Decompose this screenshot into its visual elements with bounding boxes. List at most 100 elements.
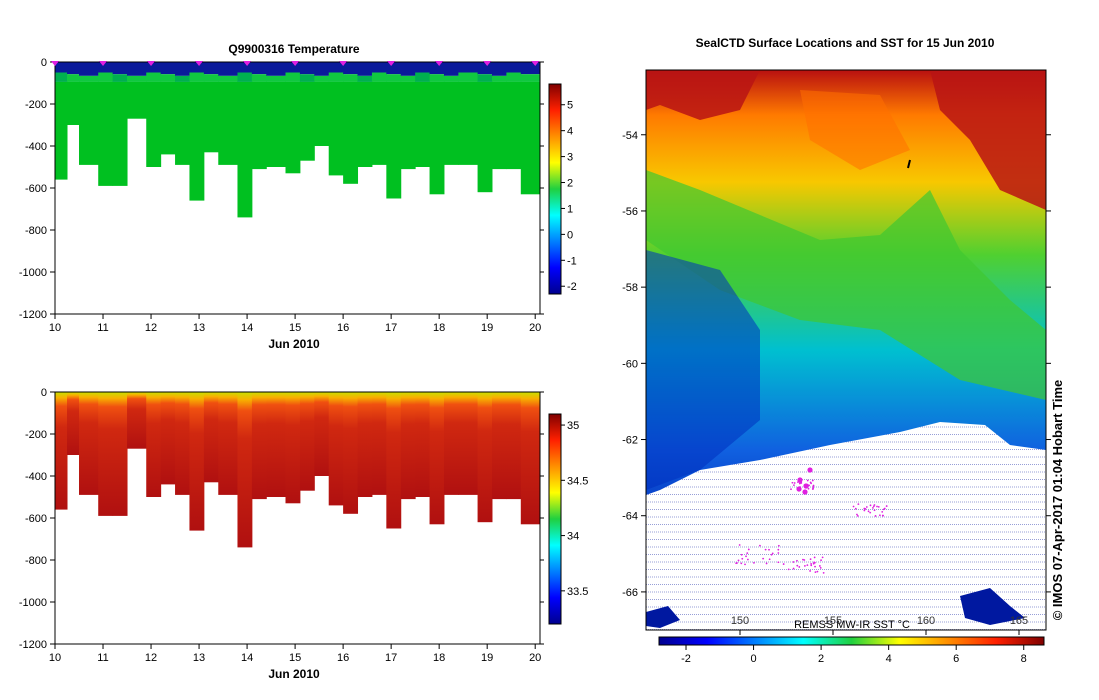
temperature-cell-surface xyxy=(112,62,128,75)
temperature-cell-surface xyxy=(443,62,459,76)
track-point xyxy=(814,565,816,568)
temperature-cell-mixed xyxy=(491,75,507,82)
map-y-tick-label: -64 xyxy=(622,511,638,523)
map-colorbar-tick-label: 2 xyxy=(818,653,824,665)
track-point xyxy=(808,484,811,487)
track-point xyxy=(813,556,816,559)
y-tick-label: -600 xyxy=(25,183,47,195)
map-colorbar-tick-label: -2 xyxy=(681,653,691,665)
temperature-cell-deep xyxy=(357,81,373,167)
salinity-cell xyxy=(79,392,99,495)
map-colorbar-label: REMSS MW-IR SST °C xyxy=(794,619,910,631)
temperature-cell-deep xyxy=(237,81,253,218)
temperature-cell-deep xyxy=(314,81,330,146)
temperature-cell-deep xyxy=(506,81,522,170)
colorbar-tick-label: 4 xyxy=(567,126,573,138)
track-point xyxy=(816,570,819,573)
x-tick-label: 12 xyxy=(145,652,157,664)
temperature-cell-deep xyxy=(146,81,162,167)
colorbar-tick-label: 33.5 xyxy=(567,586,588,598)
temperature-cell-surface xyxy=(357,62,373,76)
temperature-cell-surface xyxy=(520,62,541,75)
track-point xyxy=(810,482,812,485)
temperature-cell-surface xyxy=(386,62,402,75)
salinity-cell xyxy=(520,392,541,525)
salinity-cell xyxy=(477,392,493,523)
track-point xyxy=(869,511,872,514)
track-point xyxy=(882,514,884,517)
salinity-cell xyxy=(458,392,479,495)
salinity-cell xyxy=(386,392,402,529)
track-point xyxy=(790,488,792,491)
track-point xyxy=(802,558,804,561)
coast-fragment xyxy=(960,588,1025,625)
y-tick-label: -800 xyxy=(25,225,47,237)
track-point xyxy=(863,509,866,512)
map-colorbar-tick-label: 0 xyxy=(750,653,756,665)
temperature-cell-surface xyxy=(218,62,238,76)
salinity-cell xyxy=(218,392,238,495)
sst-front xyxy=(646,170,1046,400)
track-point xyxy=(821,556,824,559)
surface-marker xyxy=(99,61,108,66)
salinity-cell xyxy=(266,392,286,497)
track-point xyxy=(777,548,780,551)
temperature-title: Q9900316 Temperature xyxy=(228,42,360,56)
track-point xyxy=(867,510,870,513)
track-point xyxy=(745,555,747,558)
map-lon-tick-label: 165 xyxy=(1010,615,1028,627)
temperature-cell-deep xyxy=(386,81,402,199)
x-tick-label: 20 xyxy=(529,652,541,664)
temperature-cell-surface xyxy=(429,62,445,75)
track-point xyxy=(741,557,744,560)
map-y-tick-label: -54 xyxy=(622,130,638,142)
map-lon-tick-label: 160 xyxy=(917,615,935,627)
map-y-tick-label: -62 xyxy=(622,435,638,447)
sst-warm-patch xyxy=(646,70,760,120)
x-axis-label: Jun 2010 xyxy=(268,337,320,351)
x-tick-label: 15 xyxy=(289,322,301,334)
track-point xyxy=(881,510,884,513)
salinity-cell xyxy=(98,392,114,516)
temperature-cell-mixed xyxy=(266,75,286,82)
x-tick-label: 12 xyxy=(145,322,157,334)
temperature-cell-deep xyxy=(458,81,479,165)
temperature-cell-deep xyxy=(299,81,315,161)
surface-marker xyxy=(435,61,444,66)
temperature-cell-surface xyxy=(458,62,479,73)
track-point xyxy=(812,562,815,565)
colorbar-tick-label: 1 xyxy=(567,203,573,215)
y-tick-label: -200 xyxy=(25,429,47,441)
sst-warm-patch xyxy=(930,70,1046,210)
temperature-cell-deep xyxy=(285,81,301,174)
salinity-cell xyxy=(55,392,68,510)
temperature-cell-mixed xyxy=(299,74,315,82)
temperature-cell-mixed xyxy=(415,72,431,82)
x-tick-label: 13 xyxy=(193,652,205,664)
x-tick-label: 19 xyxy=(481,652,493,664)
x-tick-label: 17 xyxy=(385,652,397,664)
temperature-cell-surface xyxy=(285,62,301,73)
temperature-cell-deep xyxy=(203,81,219,153)
track-point xyxy=(777,544,780,547)
map-lon-tick-label: 155 xyxy=(824,615,842,627)
colorbar-tick-label: 0 xyxy=(567,229,573,241)
temperature-cell-mixed xyxy=(343,74,359,82)
colorbar-tick-label: 2 xyxy=(567,178,573,190)
track-point xyxy=(768,548,770,551)
surface-marker xyxy=(339,61,348,66)
temperature-cell-mixed xyxy=(400,75,416,82)
y-tick-label: -1200 xyxy=(19,639,47,651)
temperature-cell-surface xyxy=(203,62,219,75)
temperature-cell-surface xyxy=(506,62,522,73)
track-point xyxy=(856,513,858,516)
temperature-cell-surface xyxy=(477,62,493,75)
colorbar-tick-label: -2 xyxy=(567,281,577,293)
temperature-cell-surface xyxy=(98,62,114,73)
track-point xyxy=(872,507,874,509)
track-point xyxy=(740,562,743,565)
salinity-cell xyxy=(491,392,507,500)
map-colorbar-tick-label: 6 xyxy=(953,653,959,665)
x-tick-label: 13 xyxy=(193,322,205,334)
